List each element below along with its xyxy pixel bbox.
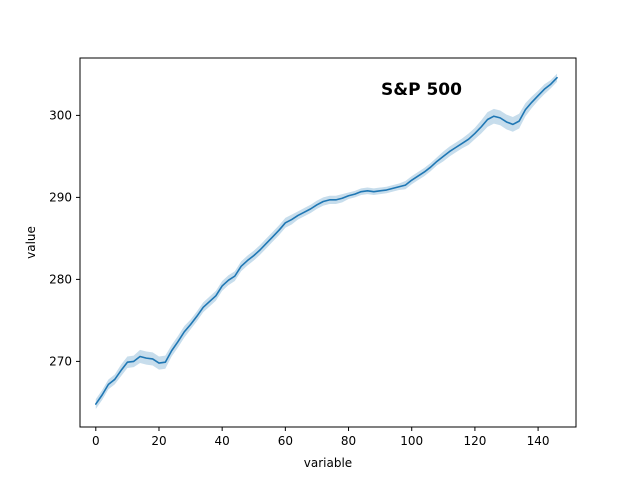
y-tick-label: 280 (49, 272, 72, 286)
x-tick-label: 140 (527, 434, 550, 448)
x-tick-label: 120 (463, 434, 486, 448)
x-tick-label: 40 (215, 434, 230, 448)
x-tick-label: 20 (151, 434, 166, 448)
y-tick-label: 300 (49, 108, 72, 122)
plot-area (95, 73, 558, 409)
y-axis-label: value (24, 226, 38, 259)
x-tick-label: 80 (341, 434, 356, 448)
chart-title: S&P 500 (381, 80, 462, 100)
axes-frame (79, 57, 577, 428)
series-line (95, 76, 558, 405)
x-tick-label: 100 (400, 434, 423, 448)
axis-ticks: 0 20 40 60 80 100 120 140 270 280 290 300 (49, 108, 549, 448)
x-axis-label: variable (304, 456, 352, 470)
y-tick-label: 270 (49, 354, 72, 368)
x-tick-label: 0 (92, 434, 100, 448)
y-tick-label: 290 (49, 190, 72, 204)
x-tick-label: 60 (278, 434, 293, 448)
